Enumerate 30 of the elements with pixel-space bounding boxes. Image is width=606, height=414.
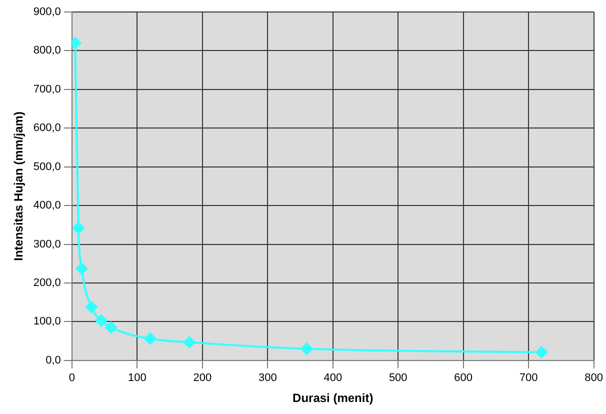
y-tick-label: 800,0	[33, 44, 61, 57]
y-tick-label: 700,0	[33, 83, 61, 96]
x-tick-label: 400	[324, 372, 342, 384]
y-axis-title: Intensitas Hujan (mm/jam)	[12, 112, 26, 261]
y-tick-label: 100,0	[33, 316, 61, 328]
x-tick-label: 200	[193, 372, 212, 384]
point	[76, 262, 88, 275]
x-tick-label: 600	[454, 372, 473, 384]
point	[86, 300, 98, 313]
x-tick-label: 100	[128, 372, 146, 384]
point	[105, 321, 118, 334]
y-tick-label: 500,0	[33, 160, 61, 173]
x-tick-label: 500	[388, 372, 408, 384]
point	[72, 222, 84, 234]
y-tick-label: 400,0	[33, 200, 61, 212]
point	[183, 336, 196, 348]
x-tick-label: 0	[68, 372, 75, 384]
y-tick-label: 600,0	[33, 122, 61, 134]
point	[300, 342, 313, 355]
point	[144, 332, 156, 345]
point	[536, 346, 548, 358]
y-tick-label: 0,0	[46, 354, 61, 366]
y-tick-label: 900,0	[33, 6, 61, 18]
y-tick-label: 300,0	[33, 238, 61, 250]
x-tick-label: 700	[519, 372, 538, 384]
y-tick-label: 200,0	[33, 277, 61, 290]
x-tick-label: 300	[258, 372, 277, 384]
point	[95, 314, 108, 327]
x-tick-label: 800	[584, 372, 604, 384]
x-axis-title: Durasi (menit)	[292, 391, 374, 406]
